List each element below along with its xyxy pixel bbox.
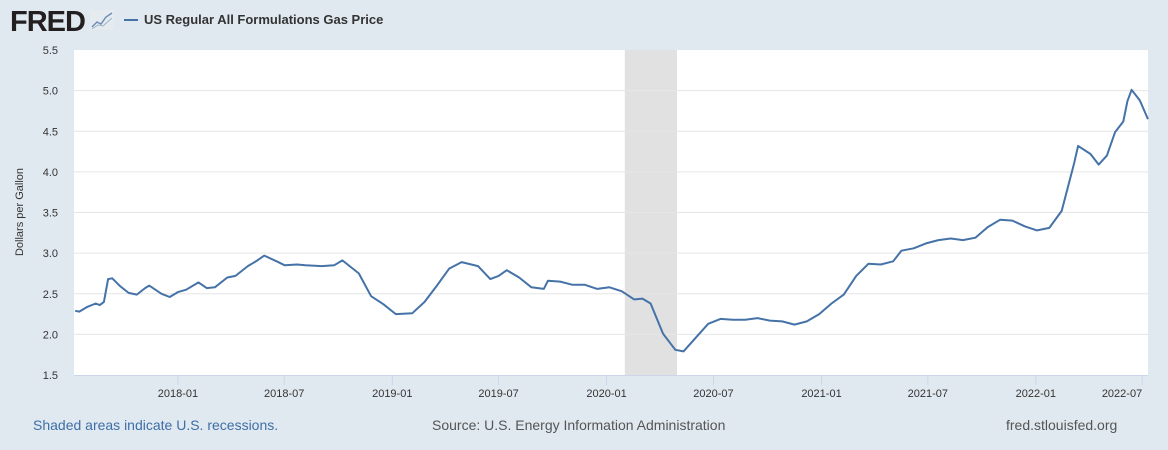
x-tick-label: 2021-01 [801, 388, 841, 400]
x-tick-label: 2019-07 [478, 388, 518, 400]
x-tick-label: 2020-07 [693, 388, 733, 400]
legend: US Regular All Formulations Gas Price [124, 12, 383, 27]
y-tick-label: 5.0 [43, 86, 58, 98]
y-tick-label: 3.0 [43, 248, 58, 260]
legend-swatch [124, 18, 138, 21]
fred-chart-icon [90, 10, 114, 30]
y-tick-label: 5.5 [43, 45, 58, 57]
y-tick-label: 2.5 [43, 289, 58, 301]
x-tick-label: 2018-07 [264, 388, 304, 400]
legend-label: US Regular All Formulations Gas Price [144, 12, 384, 27]
fred-logo[interactable]: FRED [10, 6, 86, 39]
y-axis-label: Dollars per Gallon [14, 168, 26, 256]
y-tick-label: 4.0 [43, 167, 58, 179]
recession-note-link[interactable]: Shaded areas indicate U.S. recessions. [33, 417, 279, 433]
series-line [75, 88, 1149, 353]
x-tick-label: 2018-01 [158, 388, 198, 400]
source-text: Source: U.S. Energy Information Administ… [432, 417, 726, 433]
y-tick-label: 3.5 [43, 208, 58, 220]
site-link[interactable]: fred.stlouisfed.org [1006, 417, 1118, 433]
y-tick-label: 1.5 [43, 370, 58, 382]
y-tick-label: 2.0 [43, 329, 58, 341]
y-tick-label: 4.5 [43, 126, 58, 138]
logo-text: FRED [10, 6, 86, 38]
x-tick-label: 2019-01 [372, 388, 412, 400]
x-tick-label: 2022-07 [1102, 388, 1142, 400]
x-tick-label: 2021-07 [908, 388, 948, 400]
x-tick-label: 2022-01 [1016, 388, 1056, 400]
x-tick-label: 2020-01 [586, 388, 626, 400]
